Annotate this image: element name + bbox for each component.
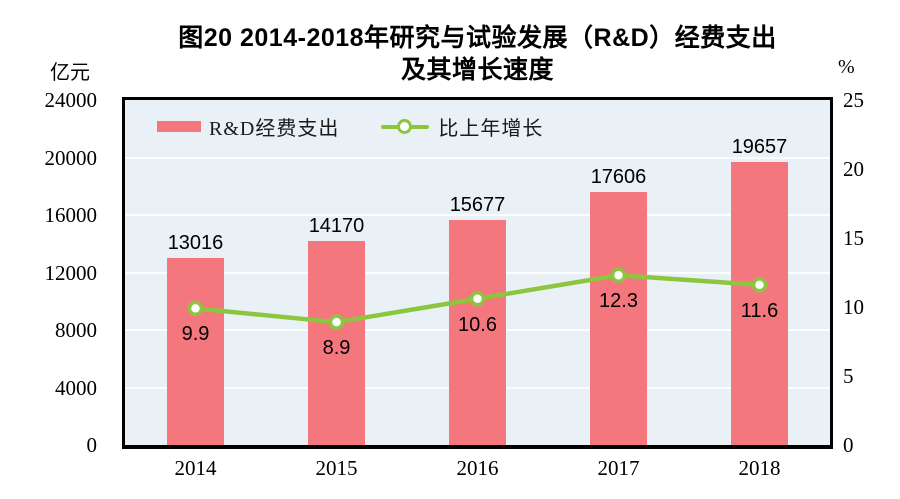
left-tick-16000: 16000 [44,203,98,227]
line-value-label: 9.9 [181,323,210,346]
bar-value-label: 14170 [308,215,365,238]
right-axis-unit: % [838,56,855,78]
line-value-label: 12.3 [599,290,638,313]
bar-legend-swatch-icon [157,121,201,132]
bar-value-label: 17606 [590,165,647,188]
right-tick-25: 25 [843,88,864,112]
right-tick-15: 15 [843,226,864,250]
line-legend-label: 比上年增长 [438,118,544,140]
x-tick-2016: 2016 [456,456,499,480]
x-tick-2018: 2018 [738,456,781,480]
right-tick-0: 0 [843,433,854,457]
x-tick-2017: 2017 [597,456,640,480]
left-tick-12000: 12000 [44,260,98,285]
plot-area: 13016 14170 15677 17606 19657 9.9 8.9 10.6 12.3 1… [122,97,833,449]
gridline [125,214,830,216]
legend: R&D经费支出 比上年增长 [157,112,543,141]
line-value-label: 8.9 [322,337,351,360]
bar-legend-label: R&D经费支出 [209,118,340,140]
left-tick-24000: 24000 [44,88,98,112]
gridline [125,156,830,159]
chart-title-line2: 及其增长速度 [400,56,554,84]
chart-title-line1: 图20 2014-2018年研究与试验发展（R&D）经费支出 [178,24,777,52]
right-tick-20: 20 [843,157,864,181]
left-tick-0: 0 [86,433,98,457]
chart-title: 图20 2014-2018年研究与试验发展（R&D）经费支出 及其增长速度 [122,22,833,86]
right-tick-10: 10 [843,295,864,319]
bar-2014 [167,257,224,445]
left-tick-20000: 20000 [44,145,98,170]
line-value-label: 11.6 [740,299,779,322]
line-legend-swatch-icon [381,118,430,136]
line-value-label: 10.6 [458,313,497,336]
x-tick-2015: 2015 [315,456,358,480]
left-tick-4000: 4000 [55,375,97,400]
bar-value-label: 13016 [167,231,224,254]
left-tick-8000: 8000 [55,318,97,342]
bar-2017 [590,191,647,445]
right-tick-5: 5 [843,364,854,388]
left-axis-unit: 亿元 [50,62,90,84]
bar-2016 [449,219,506,445]
bar-value-label: 19657 [731,136,788,159]
bar-value-label: 15677 [449,193,506,216]
x-tick-2014: 2014 [174,456,217,480]
